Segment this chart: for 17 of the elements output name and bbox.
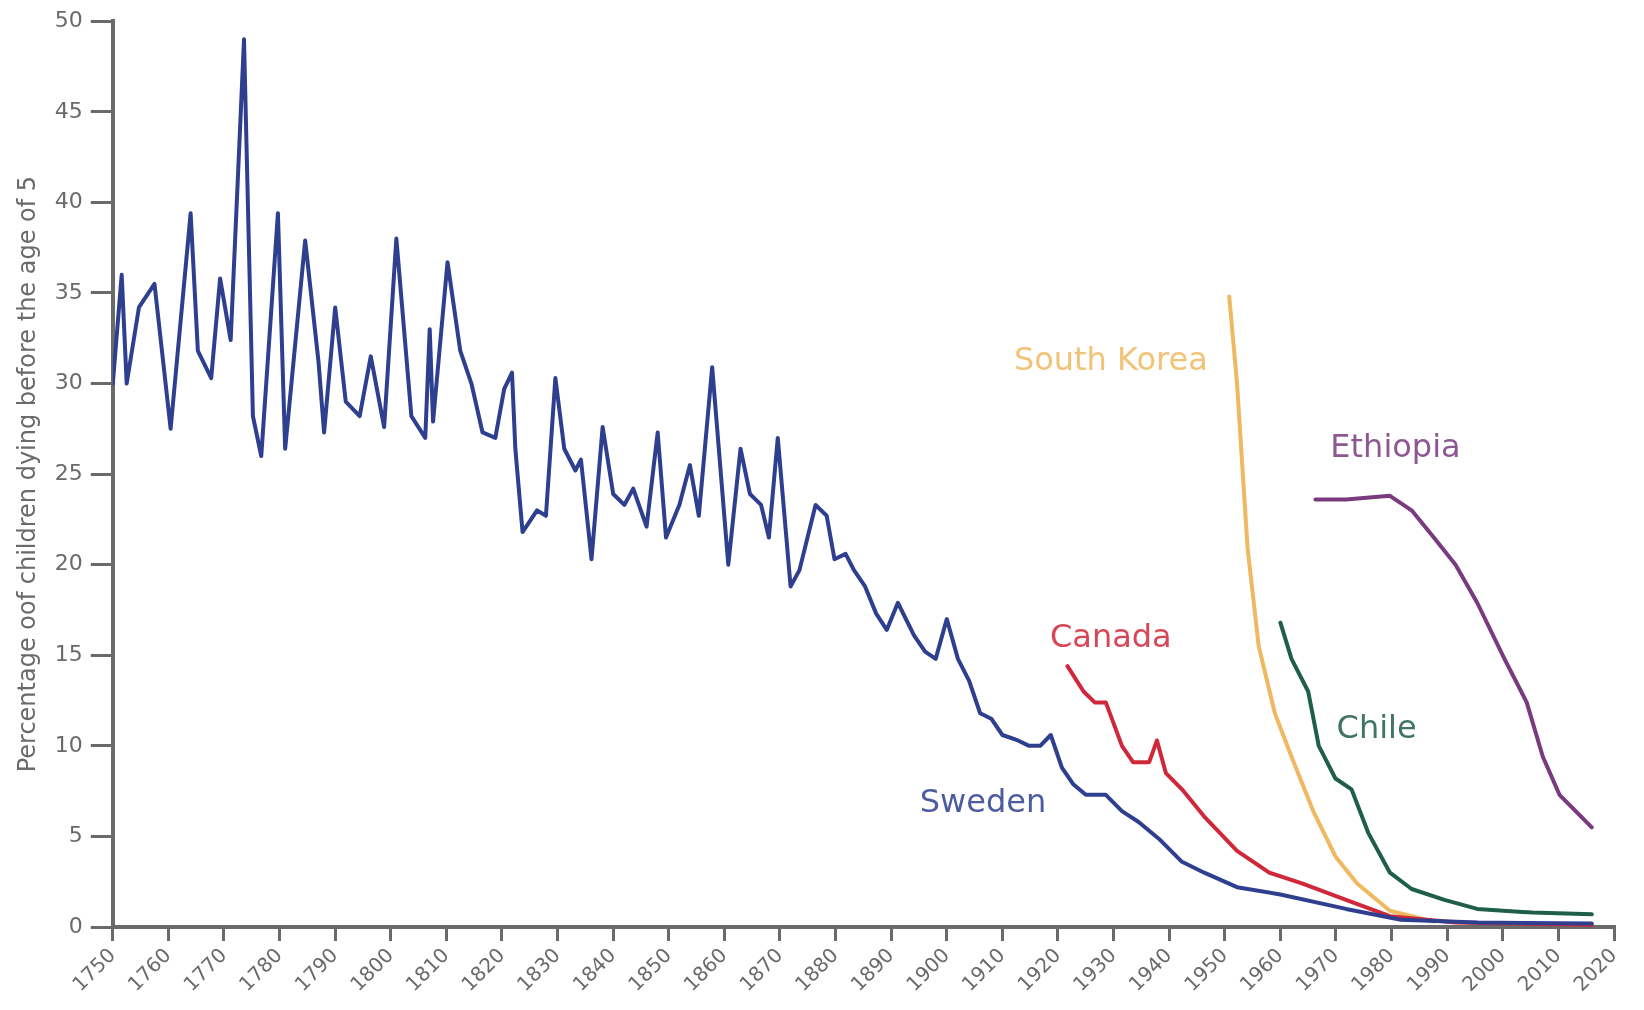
y-tick-label: 10 (54, 731, 83, 757)
y-tick-label: 30 (54, 369, 83, 395)
y-tick-label: 45 (54, 97, 83, 123)
y-tick-label: 20 (54, 550, 83, 576)
y-tick-label: 0 (68, 912, 83, 938)
y-tick-label: 15 (54, 641, 83, 667)
series-label: Chile (1336, 707, 1417, 746)
y-tick-label: 40 (54, 188, 83, 214)
y-tick-label: 50 (54, 6, 83, 32)
y-tick-label: 5 (68, 822, 83, 848)
y-axis-title: Percentage oof children dying before the age of 5 (12, 175, 41, 773)
series-label: Canada (1049, 617, 1172, 656)
y-tick-label: 35 (54, 278, 83, 304)
series-label: Ethiopia (1330, 427, 1461, 466)
y-tick-label: 25 (54, 459, 83, 485)
series-label: Sweden (919, 782, 1047, 821)
series-label: South Korea (1013, 340, 1208, 379)
